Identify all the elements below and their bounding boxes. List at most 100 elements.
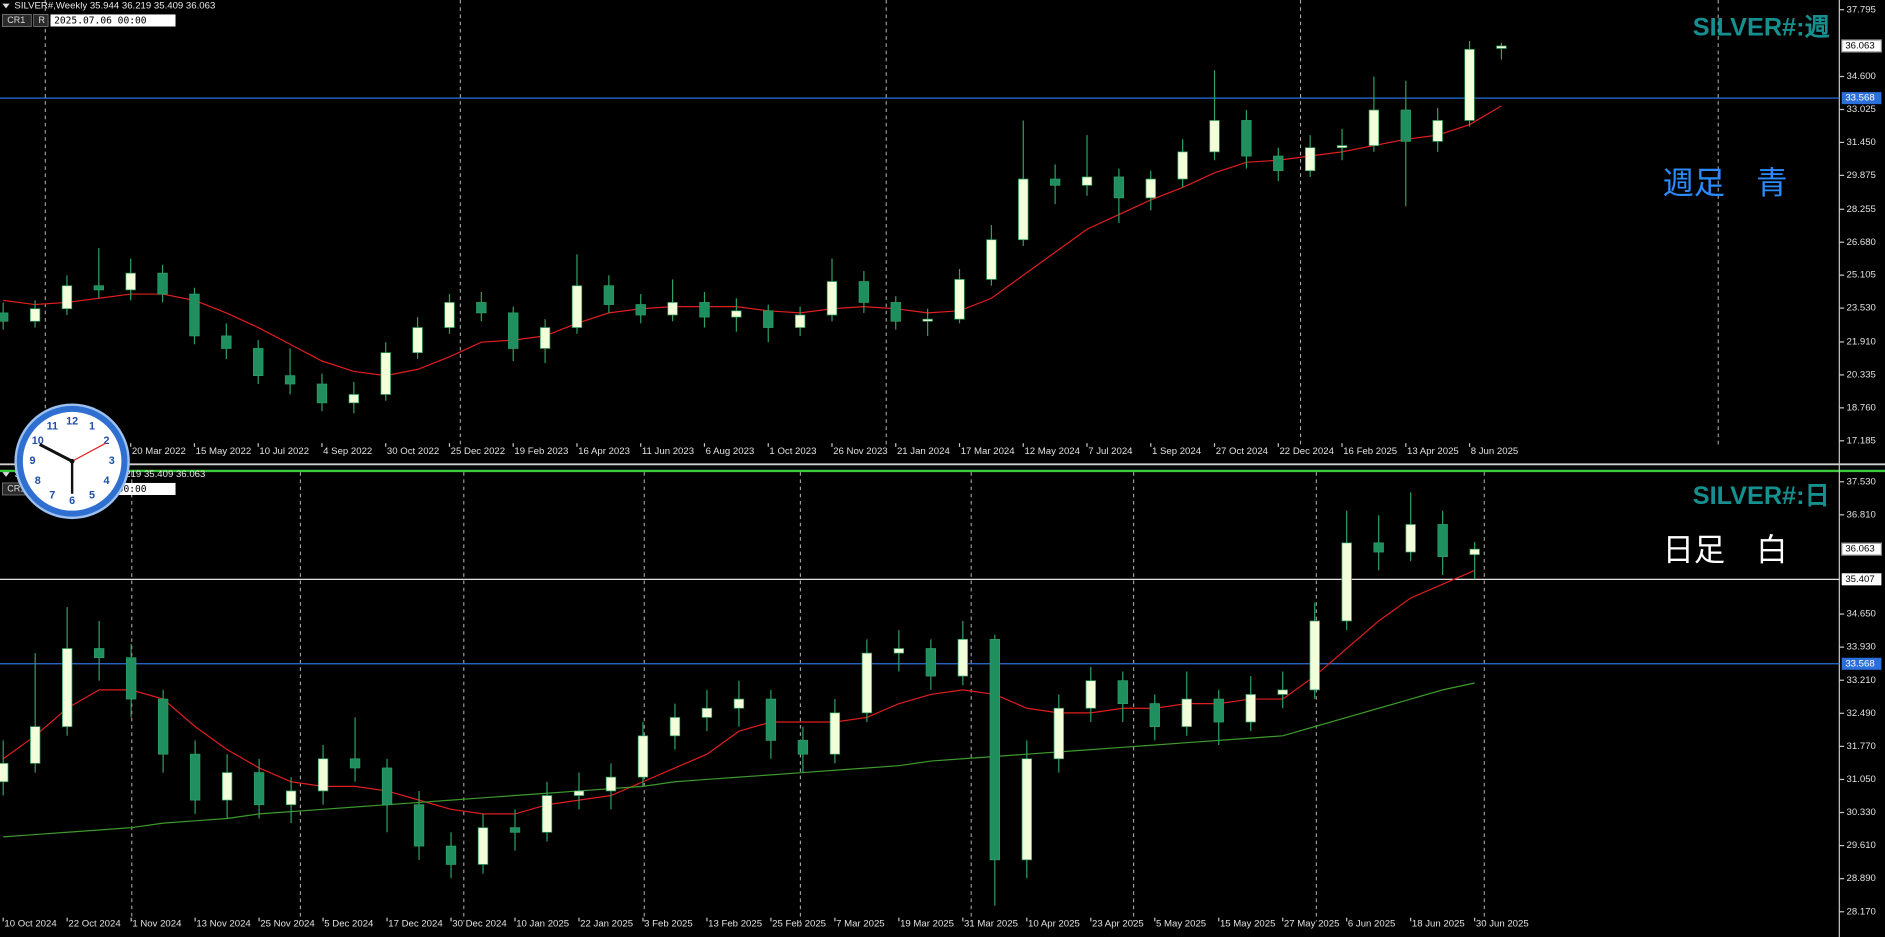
candle-body <box>861 652 873 714</box>
toolbar-cr-box <box>2 14 32 27</box>
candle-body <box>637 735 649 778</box>
price-line-label-box <box>1841 573 1882 586</box>
x-tick-label: 25 Feb 2025 <box>772 918 826 929</box>
y-tick-label: 34.600 <box>1847 71 1876 82</box>
last-price-label: 36.063 <box>1845 544 1874 555</box>
candle-body <box>635 304 646 316</box>
candle-body <box>1181 698 1192 727</box>
candle-body <box>605 776 617 792</box>
candle-body <box>29 308 41 322</box>
x-tick-label: 30 Dec 2024 <box>452 918 507 929</box>
toolbar-cr: CR1 <box>7 15 25 25</box>
y-tick-label: 23.530 <box>1847 303 1876 314</box>
price-line-label: 33.568 <box>1845 93 1874 104</box>
x-tick-label: 25 Nov 2024 <box>260 918 315 929</box>
candle-body <box>1437 524 1448 558</box>
x-tick-label: 7 Mar 2025 <box>836 918 885 929</box>
x-tick-label: 20 Mar 2022 <box>132 446 186 457</box>
candle-body <box>0 312 9 322</box>
last-price-box <box>1841 542 1882 556</box>
candle-body <box>93 285 104 291</box>
clock-numeral: 1 <box>89 421 95 433</box>
candle-body <box>890 302 901 322</box>
toolbar-cr: CR1 <box>7 483 25 493</box>
toolbar-time-box <box>50 14 176 27</box>
x-tick-label: 5 Dec 2024 <box>324 918 374 929</box>
clock-second-hand <box>71 442 107 462</box>
y-tick-label: 34.650 <box>1847 609 1876 620</box>
candle-body <box>826 281 838 316</box>
candle-body <box>1277 689 1288 695</box>
x-tick-label: 31 Mar 2025 <box>964 918 1018 929</box>
toolbar-time: 2025.07.06 00:00 <box>54 15 147 26</box>
x-tick-label: 1 Nov 2024 <box>132 918 182 929</box>
candle-body <box>1304 147 1316 172</box>
candle-body <box>476 302 487 314</box>
candle-body <box>93 648 105 659</box>
candle-body <box>1021 758 1032 861</box>
x-tick-label: 21 Jan 2024 <box>897 446 951 457</box>
toolbar-r: R <box>38 15 45 25</box>
clock-numeral: 12 <box>66 415 78 427</box>
candle-body <box>1145 178 1156 199</box>
candle-body <box>667 302 678 316</box>
candle-body <box>829 712 841 755</box>
x-tick-label: 13 Nov 2024 <box>196 918 251 929</box>
candle-body <box>1049 178 1061 186</box>
candle-body <box>541 795 553 833</box>
clock-numeral: 4 <box>103 475 109 487</box>
candle-body <box>1117 680 1128 705</box>
x-tick-label: 19 Feb 2023 <box>514 446 568 457</box>
candle-body <box>1241 120 1252 157</box>
x-tick-label: 18 Jun 2025 <box>1412 918 1465 929</box>
candle-body <box>189 293 200 337</box>
candle-body <box>922 318 933 322</box>
clock-numeral: 8 <box>35 475 41 487</box>
chart-header: SILVER#,Weekly 35.944 36.219 35.409 36.0… <box>14 1 215 12</box>
y-tick-label: 33.025 <box>1847 104 1876 115</box>
candle-body <box>349 758 361 769</box>
candle-body <box>794 314 806 328</box>
timeframe-note: 週足 青 <box>1663 165 1788 201</box>
x-tick-label: 10 Jul 2022 <box>259 446 309 457</box>
y-tick-label: 33.210 <box>1847 675 1876 686</box>
candle-body <box>62 648 73 727</box>
candle-body <box>1177 151 1188 180</box>
last-price-label: 36.063 <box>1845 40 1874 51</box>
y-tick-label: 33.930 <box>1847 642 1876 653</box>
candle-body <box>509 827 521 833</box>
candle-body <box>669 717 681 737</box>
y-tick-label: 17.185 <box>1847 435 1876 446</box>
x-tick-label: 11 Jun 2023 <box>642 446 694 457</box>
candle-body <box>253 348 264 377</box>
timeframe-note: 日足 白 <box>1663 533 1788 569</box>
x-tick-label: 10 Oct 2024 <box>4 918 57 929</box>
y-tick-label: 25.105 <box>1847 270 1876 281</box>
candle-body <box>1209 120 1220 153</box>
candle-body <box>858 281 870 303</box>
x-tick-label: 22 Oct 2024 <box>68 918 121 929</box>
x-tick-label: 6 Aug 2023 <box>706 446 755 457</box>
toolbar-r-box <box>33 14 49 27</box>
y-tick-label: 20.335 <box>1847 369 1876 380</box>
candle-body <box>1464 49 1475 121</box>
candle-body <box>1432 120 1443 142</box>
candle-body <box>445 845 457 865</box>
price-line-label: 33.568 <box>1845 658 1874 669</box>
x-tick-label: 13 Apr 2025 <box>1407 446 1459 457</box>
candle-body <box>1081 176 1093 186</box>
candle-body <box>986 239 997 280</box>
candle-body <box>61 285 73 310</box>
clock-numeral: 7 <box>49 490 55 502</box>
x-tick-label: 27 May 2025 <box>1284 918 1340 929</box>
candle-body <box>412 327 423 354</box>
x-tick-label: 25 Dec 2022 <box>451 446 505 457</box>
y-tick-label: 28.255 <box>1847 204 1876 215</box>
price-line-label-box <box>1841 92 1882 105</box>
candle-body <box>189 753 201 801</box>
x-tick-label: 17 Dec 2024 <box>388 918 443 929</box>
candle-body <box>989 638 1001 861</box>
candle-body <box>1018 178 1029 241</box>
